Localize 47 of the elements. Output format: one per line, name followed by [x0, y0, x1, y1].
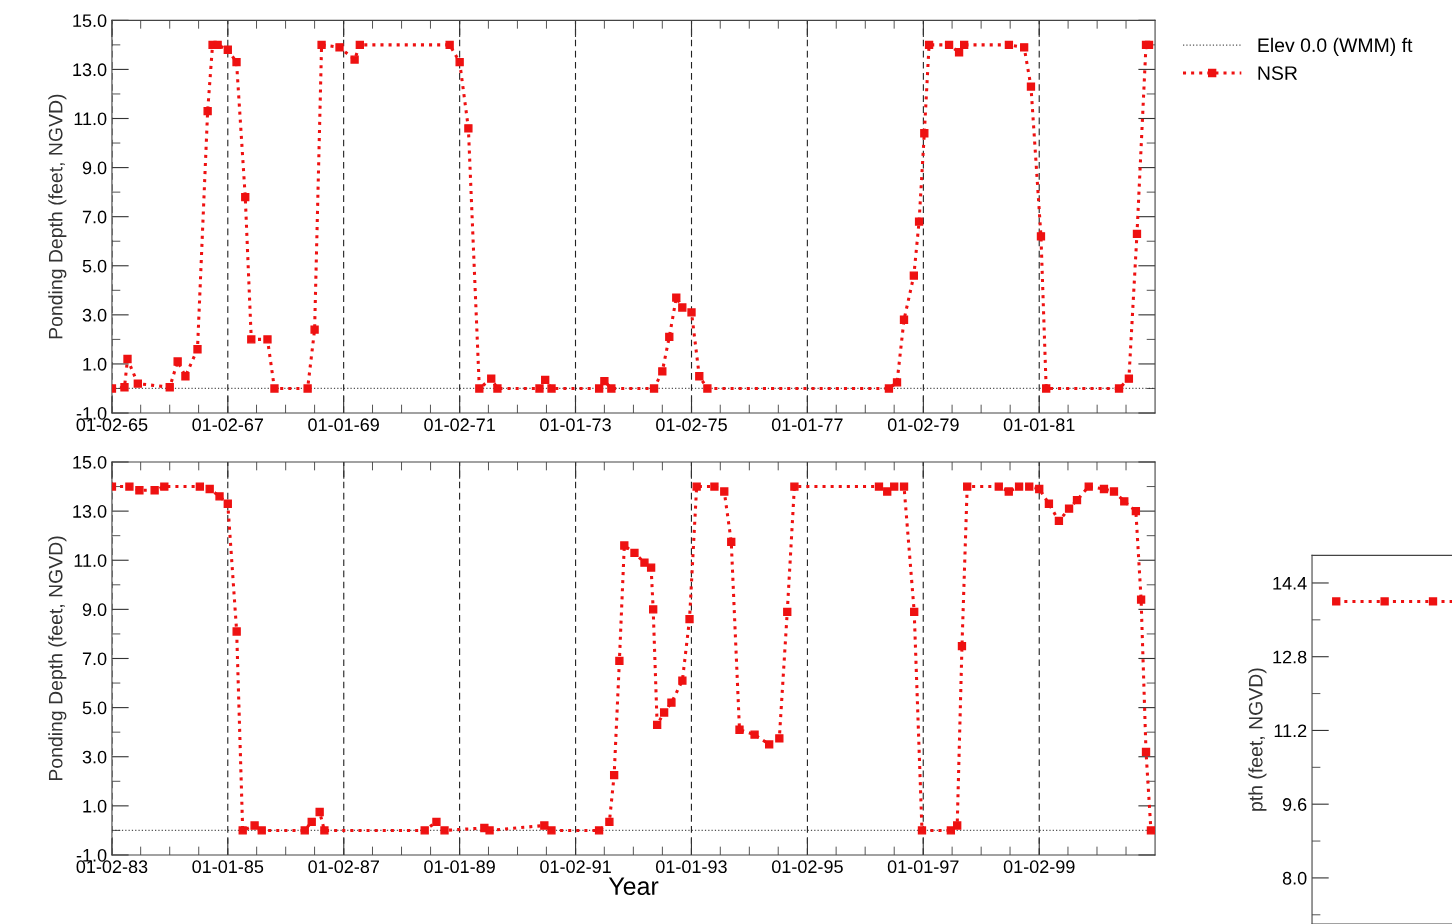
x-tick-label: 01-01-73 — [540, 418, 611, 432]
legend-label: Elev 0.0 (WMM) ft — [1258, 37, 1413, 56]
x-tick-label: 01-02-67 — [192, 418, 264, 432]
y-axis-title: pth (feet, NGVD) — [1248, 668, 1267, 811]
x-tick-label: 01-01-77 — [771, 418, 843, 432]
x-tick-label: 01-01-93 — [655, 860, 727, 874]
y-axis-title: Ponding Depth (feet, NGVD) — [48, 94, 67, 339]
y-tick-label: 7.0 — [82, 210, 107, 224]
x-tick-label: 01-01-81 — [1003, 418, 1075, 432]
x-tick-label: 01-02-99 — [1003, 860, 1075, 874]
y-tick-label: 11.0 — [74, 554, 107, 567]
x-tick-label: 01-02-91 — [540, 860, 611, 874]
x-tick-label: 01-02-71 — [424, 418, 495, 432]
x-tick-label: 01-02-79 — [887, 418, 959, 432]
y-tick-label: -1.0 — [76, 848, 107, 862]
y-tick-label: 5.0 — [82, 259, 107, 273]
y-tick-label: 9.0 — [82, 603, 107, 617]
x-tick-label: 01-02-87 — [308, 860, 380, 874]
y-tick-label: 9.0 — [82, 161, 107, 175]
x-tick-label: 01-01-97 — [887, 860, 959, 874]
y-tick-label: 13.0 — [73, 505, 107, 518]
x-tick-label: 01-01-69 — [308, 418, 379, 432]
y-tick-label: 12.8 — [1273, 650, 1307, 664]
x-tick-label: 01-01-85 — [192, 860, 264, 874]
y-tick-label: 15.0 — [73, 455, 107, 469]
y-tick-label: 3.0 — [82, 750, 107, 764]
legend-label: NSR — [1258, 66, 1298, 80]
y-tick-label: 7.0 — [82, 652, 107, 666]
y-tick-label: 9.6 — [1282, 798, 1307, 811]
y-tick-label: -1.0 — [76, 406, 107, 420]
x-tick-label: 01-02-75 — [656, 418, 727, 432]
y-tick-label: 13.0 — [73, 63, 107, 77]
y-tick-label: 11.0 — [74, 112, 107, 126]
y-tick-label: 14.4 — [1273, 577, 1307, 590]
y-tick-label: 11.2 — [1274, 724, 1307, 737]
x-tick-label: 01-02-83 — [76, 860, 148, 874]
y-tick-label: 3.0 — [82, 308, 107, 322]
x-axis-title: Year — [608, 877, 659, 896]
y-tick-label: 1.0 — [83, 799, 107, 813]
x-tick-label: 01-01-89 — [424, 860, 495, 874]
y-tick-label: 15.0 — [73, 14, 107, 28]
y-tick-label: 1.0 — [83, 357, 107, 371]
y-tick-label: 5.0 — [82, 701, 107, 715]
y-tick-label: 8.0 — [1282, 871, 1307, 885]
y-axis-title: Ponding Depth (feet, NGVD) — [48, 536, 67, 781]
x-tick-label: 01-02-65 — [76, 418, 148, 432]
x-tick-label: 01-02-95 — [771, 860, 843, 874]
